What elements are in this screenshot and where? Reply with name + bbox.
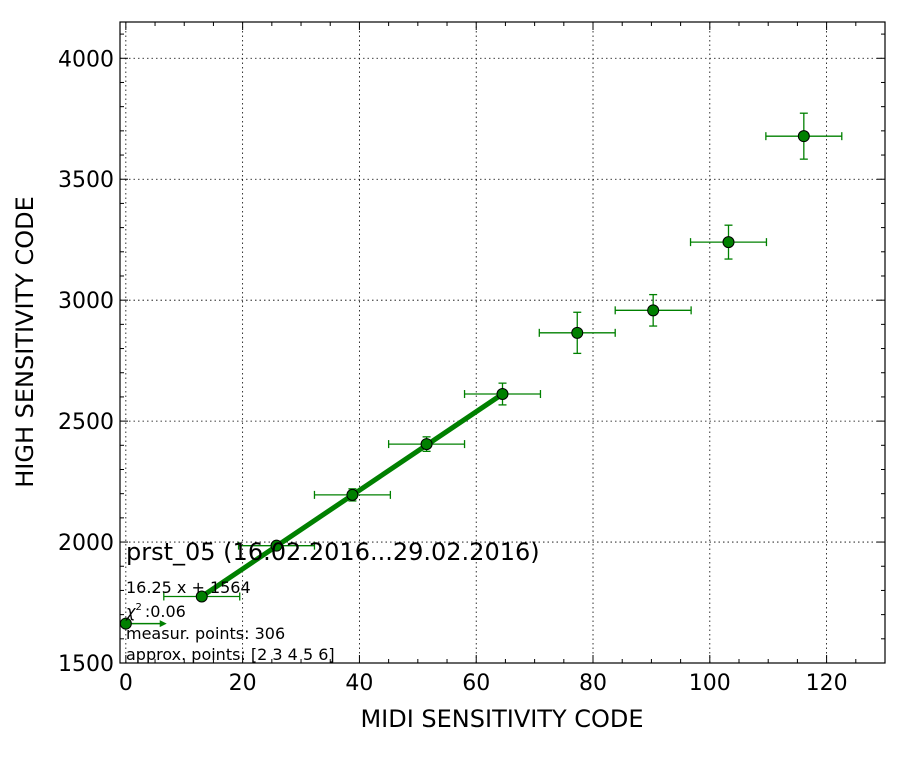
chi-superscript: 2 xyxy=(135,602,141,613)
x-tick-label: 0 xyxy=(119,671,133,696)
chart-title: prst_05 (16.02.2016...29.02.2016) xyxy=(126,538,540,566)
data-point xyxy=(420,438,433,451)
x-tick-label: 60 xyxy=(462,671,490,696)
y-tick-label: 2000 xyxy=(58,531,114,556)
grid xyxy=(120,22,885,664)
data-point xyxy=(346,488,359,501)
y-tick-label: 3500 xyxy=(58,168,114,193)
y-tick-label: 2500 xyxy=(58,410,114,435)
y-axis-title: HIGH SENSITIVITY CODE xyxy=(11,196,39,488)
plot-frame xyxy=(119,21,886,664)
data-point xyxy=(722,236,735,249)
y-tick-label: 3000 xyxy=(58,289,114,314)
plot-background xyxy=(120,22,885,663)
x-axis-title: MIDI SENSITIVITY CODE xyxy=(360,705,643,733)
fit-equation: 16.25 x + 1564 xyxy=(126,578,251,597)
approx-points-label: approx. points: [2 3 4 5 6] xyxy=(126,645,335,664)
y-tick-label: 4000 xyxy=(58,47,114,72)
x-tick-label: 40 xyxy=(345,671,373,696)
chi-square-value: :0.06 xyxy=(145,602,186,621)
data-point xyxy=(647,304,660,317)
measured-points-label: measur. points: 306 xyxy=(126,624,285,643)
data-point xyxy=(571,326,584,339)
y-tick-label: 1500 xyxy=(58,652,114,677)
chi-symbol: χ xyxy=(125,602,136,621)
x-tick-label: 20 xyxy=(229,671,257,696)
x-tick-label: 100 xyxy=(689,671,731,696)
data-point xyxy=(797,130,810,143)
data-point xyxy=(195,590,208,603)
x-tick-label: 120 xyxy=(806,671,848,696)
x-tick-label: 80 xyxy=(579,671,607,696)
ticks: 0 20 40 60 80 100 120 1500 2000 2500 3000 3500 4000 xyxy=(58,22,885,696)
chi-square-label: χ2 :0.06 xyxy=(125,602,186,621)
data-point xyxy=(496,388,509,401)
arrow-head xyxy=(159,620,167,628)
data-point xyxy=(270,539,283,552)
points xyxy=(119,130,810,630)
